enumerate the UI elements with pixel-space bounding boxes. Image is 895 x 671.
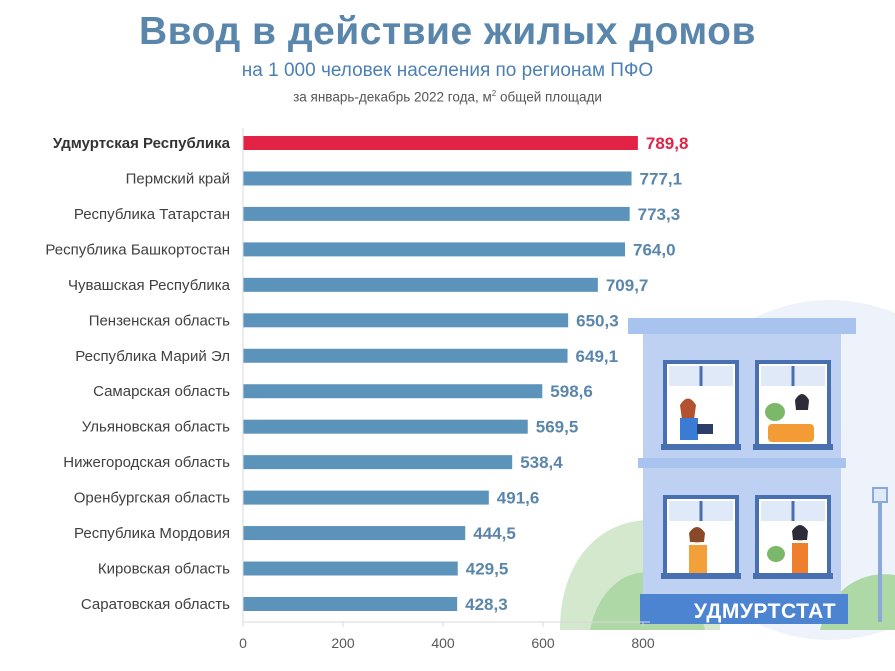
category-label: Самарская область (93, 383, 230, 400)
bar (243, 384, 543, 399)
value-label: 569,5 (536, 418, 579, 437)
x-tick-label: 400 (431, 635, 455, 651)
period-suffix: общей площади (496, 89, 602, 105)
x-tick-label: 0 (239, 635, 247, 651)
window-top-left (661, 360, 741, 450)
building-illustration (560, 300, 895, 640)
value-label: 429,5 (466, 560, 509, 579)
bar (243, 526, 466, 541)
window-bottom-right (753, 495, 833, 579)
value-label: 777,1 (640, 169, 683, 188)
value-label: 764,0 (633, 240, 676, 259)
bar (243, 313, 569, 328)
value-label: 598,6 (550, 382, 593, 401)
bar (243, 348, 568, 363)
value-label: 773,3 (638, 205, 681, 224)
category-label: Удмуртская Республика (53, 135, 231, 152)
category-label: Республика Башкортостан (45, 241, 230, 258)
chart-subtitle: на 1 000 человек населения по регионам П… (241, 60, 654, 81)
window-bottom-left (661, 495, 741, 579)
category-label: Пензенская область (89, 312, 230, 329)
category-label: Пермский край (126, 170, 230, 187)
category-label: Республика Татарстан (74, 206, 230, 223)
bar (243, 561, 458, 576)
bar (243, 242, 625, 257)
category-label: Оренбургская область (74, 490, 230, 507)
x-tick-label: 600 (531, 635, 555, 651)
value-label: 428,3 (465, 595, 508, 614)
bar (243, 206, 630, 221)
bar (243, 490, 489, 505)
category-label: Саратовская область (81, 596, 230, 613)
bar (243, 136, 638, 150)
period-sup: 2 (491, 89, 497, 98)
value-label: 709,7 (606, 276, 649, 295)
chart-title: Ввод в действие жилых домов (139, 10, 756, 53)
bar (243, 455, 513, 470)
category-label: Чувашская Республика (68, 277, 231, 294)
category-label: Кировская область (98, 561, 230, 578)
value-label: 650,3 (576, 311, 619, 330)
category-label: Ульяновская область (82, 419, 230, 436)
category-label: Республика Марий Эл (75, 348, 230, 365)
value-label: 649,1 (576, 347, 619, 366)
value-label: 491,6 (497, 489, 540, 508)
x-tick-label: 800 (631, 635, 655, 651)
value-label: 538,4 (520, 453, 563, 472)
bar (243, 419, 528, 434)
category-label: Нижегородская область (63, 454, 230, 471)
bar (243, 596, 458, 611)
bar (243, 171, 632, 186)
x-tick-label: 200 (331, 635, 355, 651)
category-label: Республика Мордовия (74, 525, 230, 542)
window-top-right (753, 360, 833, 450)
value-label: 789,8 (646, 134, 689, 153)
chart-period-note: за январь-декабрь 2022 года, м2 общей пл… (0, 89, 895, 105)
value-label: 444,5 (473, 524, 516, 543)
brand-label: УДМУРТСТАТ (694, 600, 836, 623)
street-lamp (872, 487, 888, 622)
period-text: за январь-декабрь 2022 года, м (293, 89, 492, 105)
bar (243, 277, 598, 292)
